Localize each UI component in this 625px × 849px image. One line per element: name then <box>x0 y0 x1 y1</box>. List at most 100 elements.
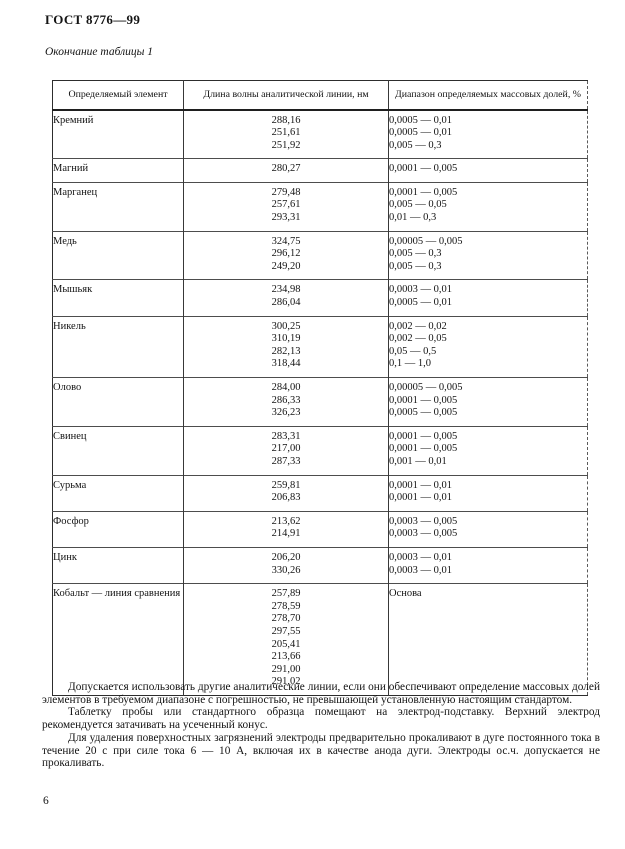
wavelength-value: 278,70 <box>271 613 301 625</box>
mass-fraction-range-value: 0,00005 — 0,005 <box>389 382 463 393</box>
wavelength-value: 293,31 <box>271 212 301 224</box>
table-row: Никель 300,25 310,19 282,13 318,44 0,002 — 0,… <box>52 315 588 378</box>
mass-fraction-range-cell: 0,0005 — 0,01 0,0005 — 0,01 0,005 — 0,3 <box>388 108 588 159</box>
element-name-cell: Сурьма <box>52 474 184 512</box>
mass-fraction-range-cell: 0,0003 — 0,01 0,0005 — 0,01 <box>388 279 588 317</box>
mass-fraction-range-cell: 0,002 — 0,02 0,002 — 0,05 0,05 — 0,5 0,1 — … <box>388 315 588 378</box>
element-name-cell: Цинк <box>52 546 184 584</box>
wavelength-value: 278,59 <box>271 600 301 612</box>
wavelength-cell: 234,98 286,04 <box>183 279 389 317</box>
mass-fraction-range-cell: 0,00005 — 0,005 0,005 — 0,3 0,005 — 0,3 <box>388 230 588 280</box>
wavelength-value: 259,81 <box>271 479 301 491</box>
mass-fraction-range-cell: 0,0001 — 0,005 0,005 — 0,05 0,01 — 0,3 <box>388 181 588 232</box>
table-row: Свинец 283,31 217,00 287,33 0,0001 — 0,005 0,… <box>52 425 588 476</box>
element-name-cell: Мышьяк <box>52 279 184 317</box>
table-row: Фосфор 213,62 214,91 0,0003 — 0,005 0,0003 —… <box>52 510 588 548</box>
wavelength-value: 330,26 <box>271 564 301 576</box>
mass-fraction-range-value: 0,0005 — 0,01 <box>389 114 452 126</box>
wavelength-cell: 280,27 <box>183 158 389 183</box>
wavelength-value: 284,00 <box>271 382 301 393</box>
wavelength-value: 300,25 <box>271 320 301 332</box>
notes-section: Допускается использовать другие аналитич… <box>42 681 600 770</box>
mass-fraction-range-value: 0,0001 — 0,005 <box>389 394 458 406</box>
wavelength-cell: 257,89 278,59 278,70 297,55 205,41 213,66 291,… <box>183 583 389 696</box>
wavelength-cell: 206,20 330,26 <box>183 546 389 584</box>
mass-fraction-range-value: 0,002 — 0,05 <box>389 333 447 345</box>
mass-fraction-range-cell: 0,0001 — 0,005 0,0001 — 0,005 0,001 — 0,01 <box>388 425 588 476</box>
element-name-cell: Марганец <box>52 181 184 232</box>
wavelength-cell: 300,25 310,19 282,13 318,44 <box>183 315 389 378</box>
wavelength-value: 257,89 <box>271 588 301 600</box>
column-header-wavelength: Длина волны аналитической линии, нм <box>183 80 389 111</box>
table-row: Сурьма 259,81 206,83 0,0001 — 0,01 0,0001 — … <box>52 474 588 512</box>
wavelength-cell: 324,75 296,12 249,20 <box>183 230 389 280</box>
mass-fraction-range-value: 0,0005 — 0,01 <box>389 297 452 309</box>
table-header-row: Определяемый элемент Длина волны аналити… <box>52 80 588 111</box>
mass-fraction-range-value: 0,0001 — 0,01 <box>389 479 452 491</box>
wavelength-value: 217,00 <box>271 443 301 455</box>
wavelength-cell: 283,31 217,00 287,33 <box>183 425 389 476</box>
note-paragraph-3: Для удаления поверхностных загрязнений э… <box>42 731 600 770</box>
table-row: Цинк 206,20 330,26 0,0003 — 0,01 0,0003 — 0,… <box>52 546 588 584</box>
wavelength-cell: 213,62 214,91 <box>183 510 389 548</box>
mass-fraction-range-value: 0,0003 — 0,01 <box>389 551 452 563</box>
mass-fraction-range-value: 0,1 — 1,0 <box>389 358 431 370</box>
wavelength-value: 206,83 <box>271 492 301 504</box>
wavelength-value: 251,92 <box>271 139 301 151</box>
wavelength-value: 251,61 <box>271 127 301 139</box>
wavelength-cell: 288,16 251,61 251,92 <box>183 108 389 159</box>
mass-fraction-range-value: 0,005 — 0,3 <box>389 248 442 260</box>
mass-fraction-range-value: 0,005 — 0,3 <box>389 139 442 151</box>
wavelength-value: 214,91 <box>271 528 301 540</box>
element-name-cell: Медь <box>52 230 184 280</box>
column-header-range: Диапазон определяемых массовых долей, % <box>388 80 588 111</box>
element-name-cell: Кремний <box>52 108 184 159</box>
element-name-cell: Кобальт — линия сравнения <box>52 583 184 696</box>
wavelength-value: 213,66 <box>271 651 301 663</box>
element-name-cell: Никель <box>52 315 184 378</box>
column-header-element: Определяемый элемент <box>52 80 184 111</box>
mass-fraction-range-value: 0,0005 — 0,01 <box>389 127 452 139</box>
mass-fraction-range-value: Основа <box>389 588 422 600</box>
mass-fraction-range-value: 0,0003 — 0,005 <box>389 528 458 540</box>
mass-fraction-range-value: 0,005 — 0,05 <box>389 199 447 211</box>
table-row: Олово 284,00 286,33 326,23 0,00005 — 0,005 0,… <box>52 377 588 427</box>
mass-fraction-range-value: 0,0001 — 0,005 <box>389 163 458 175</box>
note-paragraph-2: Таблетку пробы или стандартного образца … <box>42 706 600 732</box>
wavelength-value: 288,16 <box>271 114 301 126</box>
wavelength-value: 310,19 <box>271 333 301 345</box>
mass-fraction-range-value: 0,001 — 0,01 <box>389 455 447 467</box>
mass-fraction-range-value: 0,00005 — 0,005 <box>389 235 463 247</box>
note-paragraph-1: Допускается использовать другие аналитич… <box>42 681 600 706</box>
wavelength-value: 297,55 <box>271 625 301 637</box>
wavelength-value: 282,13 <box>271 345 301 357</box>
wavelength-cell: 279,48 257,61 293,31 <box>183 181 389 232</box>
mass-fraction-range-cell: 0,0003 — 0,005 0,0003 — 0,005 <box>388 510 588 548</box>
element-name-cell: Свинец <box>52 425 184 476</box>
wavelength-cell: 284,00 286,33 326,23 <box>183 377 389 427</box>
wavelength-value: 326,23 <box>271 407 301 419</box>
table-row: Медь 324,75 296,12 249,20 0,00005 — 0,005 0,0… <box>52 230 588 280</box>
wavelength-value: 257,61 <box>271 199 301 211</box>
mass-fraction-range-value: 0,0003 — 0,01 <box>389 564 452 576</box>
mass-fraction-range-value: 0,05 — 0,5 <box>389 345 437 357</box>
mass-fraction-range-value: 0,005 — 0,3 <box>389 260 442 272</box>
table-row: Кобальт — линия сравнения 257,89 278,59 278… <box>52 583 588 696</box>
mass-fraction-range-value: 0,0001 — 0,005 <box>389 430 458 442</box>
table-row: Мышьяк 234,98 286,04 0,0003 — 0,01 0,0005 — … <box>52 279 588 317</box>
wavelength-value: 286,33 <box>271 394 301 406</box>
wavelength-cell: 259,81 206,83 <box>183 474 389 512</box>
mass-fraction-range-value: 0,0001 — 0,005 <box>389 443 458 455</box>
element-name-cell: Магний <box>52 158 184 183</box>
table-row: Кремний 288,16 251,61 251,92 0,0005 — 0,01 0,… <box>52 108 588 159</box>
wavelength-value: 280,27 <box>271 163 301 175</box>
wavelength-value: 286,04 <box>271 297 301 309</box>
wavelength-value: 287,33 <box>271 455 301 467</box>
mass-fraction-range-cell: 0,0001 — 0,01 0,0001 — 0,01 <box>388 474 588 512</box>
wavelength-value: 324,75 <box>271 235 301 247</box>
element-name-cell: Олово <box>52 377 184 427</box>
mass-fraction-range-value: 0,0001 — 0,005 <box>389 186 458 198</box>
table-row: Магний 280,27 0,0001 — 0,005 <box>52 158 588 183</box>
table-row: Марганец 279,48 257,61 293,31 0,0001 — 0,005… <box>52 181 588 232</box>
